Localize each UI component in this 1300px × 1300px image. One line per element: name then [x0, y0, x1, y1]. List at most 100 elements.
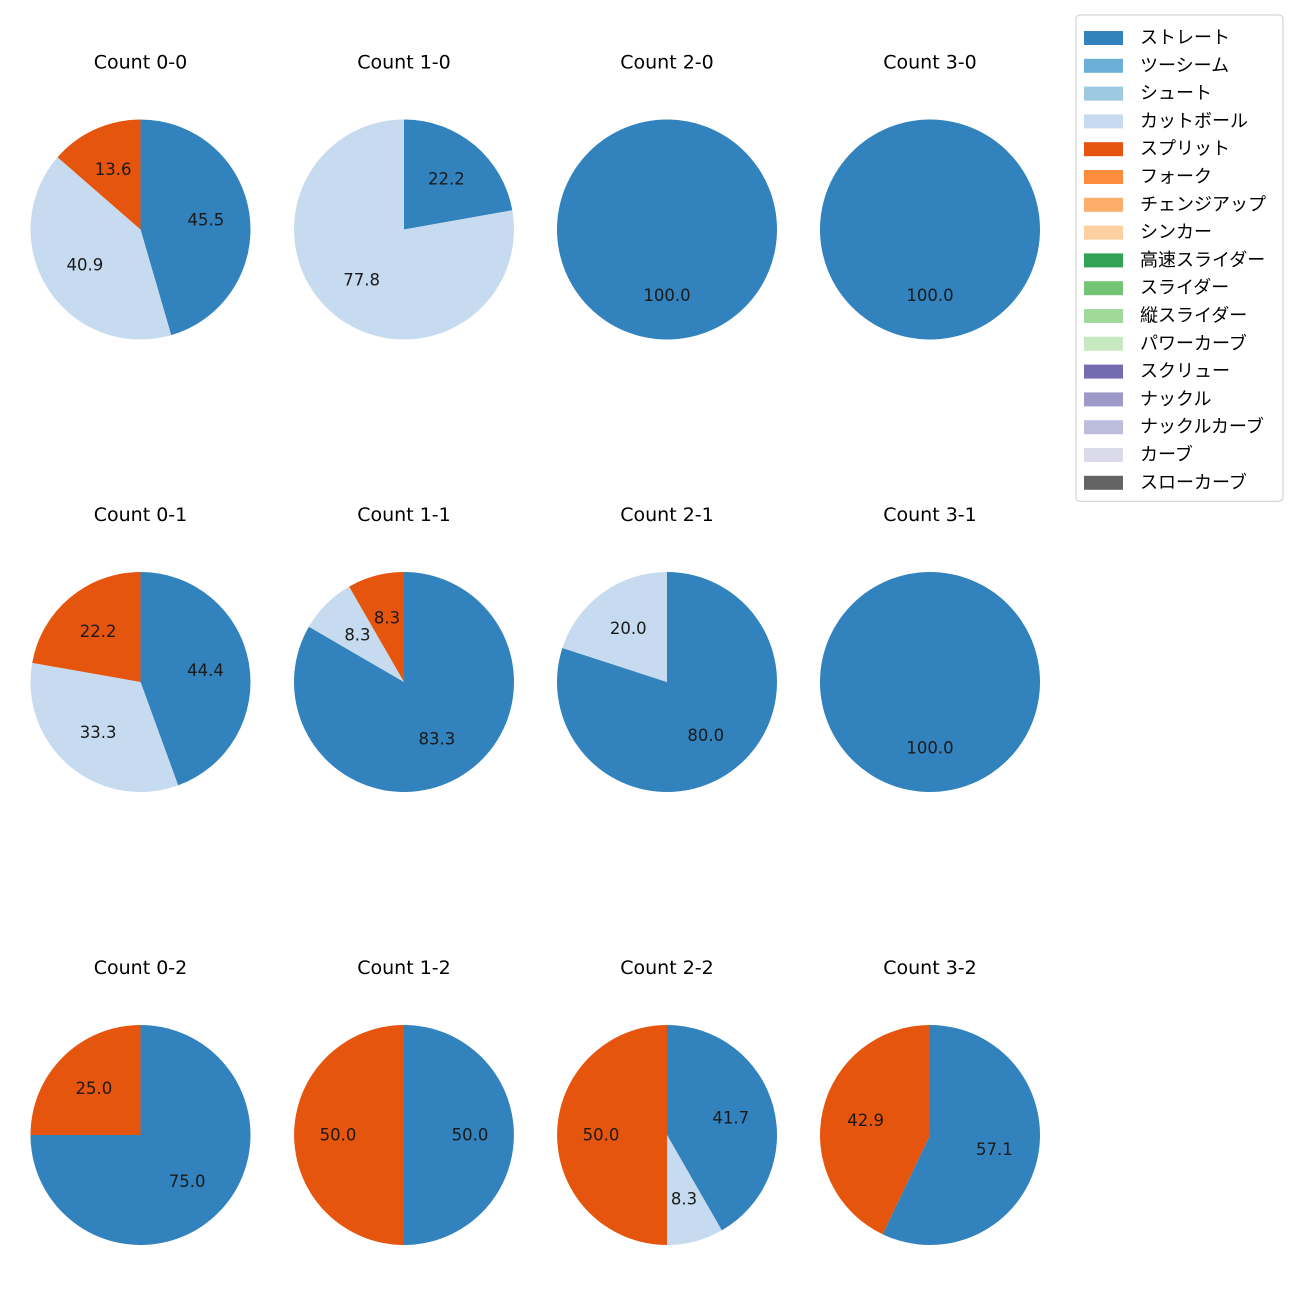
pie-title: Count 1-1	[357, 504, 451, 526]
pie-count-2-0: Count 2-0 100.0	[557, 52, 777, 340]
pie-title: Count 0-2	[94, 957, 188, 979]
pie-slice-count-3-2-2	[820, 1025, 930, 1235]
pie-slice-count-0-0-3	[57, 119, 141, 230]
legend-swatch	[1084, 86, 1123, 101]
pie-slice-label: 8.3	[374, 609, 400, 628]
pie-slice-count-2-2-1	[667, 1025, 778, 1231]
pie-slice-label: 100.0	[906, 739, 953, 758]
pie-slice-label: 42.9	[847, 1111, 884, 1130]
pie-slice-label: 8.3	[671, 1189, 697, 1208]
pie-count-2-1: Count 2-1 80.0 20.0	[556, 504, 777, 792]
pie-slice-label: 45.5	[187, 211, 224, 230]
legend-item: スライダー	[1084, 278, 1229, 299]
pie-slice-label: 57.1	[976, 1140, 1013, 1159]
legend-item: ストレート	[1084, 28, 1230, 49]
legend: ストレートツーシームシュートカットボールスプリットフォークチェンジアップシンカー…	[1075, 14, 1284, 502]
pie-slice-count-1-2-2	[294, 1025, 404, 1245]
pie-slice-count-1-1-1	[293, 572, 514, 793]
pie-count-3-0: Count 3-0 100.0	[820, 52, 1040, 340]
pie-count-0-1: Count 0-1 44.4 33.3 22.2	[30, 504, 251, 793]
legend-label: スライダー	[1140, 278, 1229, 299]
pie-slice-label: 80.0	[687, 726, 724, 745]
legend-label: スクリュー	[1140, 361, 1230, 382]
legend-swatch	[1084, 448, 1123, 462]
pie-slice-count-0-0-2	[30, 157, 172, 340]
legend-item: チェンジアップ	[1084, 194, 1266, 215]
pie-slice-count-1-0-1	[404, 119, 513, 230]
pie-slice-label: 22.2	[80, 622, 117, 641]
pie-title: Count 3-0	[883, 52, 977, 74]
legend-label: シュート	[1140, 83, 1212, 104]
pie-title: Count 2-0	[620, 52, 714, 74]
pie-count-1-2: Count 1-2 50.0 50.0	[294, 957, 514, 1245]
pie-slice-label: 50.0	[320, 1126, 357, 1145]
legend-label: チェンジアップ	[1140, 194, 1266, 215]
legend-item: カーブ	[1084, 444, 1193, 466]
pie-slice-count-2-0-1	[557, 119, 777, 340]
legend-label: スプリット	[1140, 139, 1230, 160]
legend-swatch	[1084, 142, 1123, 157]
pie-slice-count-1-1-2	[308, 586, 404, 682]
legend-item: スプリット	[1084, 139, 1230, 160]
pie-title: Count 0-1	[94, 504, 188, 526]
legend-swatch	[1084, 31, 1123, 45]
pie-count-1-1: Count 1-1 83.3 8.38.3	[293, 504, 514, 793]
legend-item: シュート	[1084, 83, 1212, 104]
pie-slice-label: 25.0	[75, 1079, 112, 1098]
pie-slice-label: 44.4	[187, 661, 224, 680]
pie-title: Count 1-2	[357, 957, 451, 979]
pie-slice-label: 41.7	[712, 1108, 749, 1127]
legend-swatch	[1084, 114, 1123, 129]
pie-title: Count 3-1	[883, 504, 977, 526]
pie-count-2-2: Count 2-2 41.7 8.3 50.0	[557, 957, 778, 1245]
pie-slice-label: 8.3	[344, 626, 370, 645]
pie-slice-label: 40.9	[67, 256, 104, 275]
pie-count-3-2: Count 3-2 57.1 42.9	[820, 957, 1041, 1245]
pie-count-0-2: Count 0-2 75.0 25.0	[30, 957, 251, 1245]
pie-slice-count-2-1-1	[556, 572, 777, 792]
pie-slice-count-0-1-1	[140, 572, 251, 786]
pie-slice-count-3-0-1	[820, 119, 1040, 340]
legend-swatch	[1084, 281, 1123, 296]
legend-swatch	[1084, 253, 1123, 268]
pie-slice-count-2-2-2	[667, 1135, 722, 1245]
legend-item: ナックル	[1084, 389, 1211, 410]
legend-item: シンカー	[1084, 222, 1212, 243]
legend-item: スローカーブ	[1084, 471, 1247, 493]
legend-item: スクリュー	[1084, 361, 1230, 382]
legend-item: ツーシーム	[1084, 55, 1229, 76]
pie-count-3-1: Count 3-1 100.0	[820, 504, 1040, 792]
legend-label: 高速スライダー	[1140, 250, 1265, 271]
pie-slice-count-1-2-1	[404, 1025, 514, 1245]
legend-item: フォーク	[1084, 167, 1212, 188]
legend-label: ストレート	[1140, 28, 1230, 49]
legend-label: ナックルカーブ	[1140, 416, 1264, 438]
pie-title: Count 3-2	[883, 957, 977, 979]
legend-swatch	[1084, 475, 1123, 490]
pie-slice-label: 77.8	[343, 271, 380, 290]
pie-title: Count 2-2	[620, 957, 714, 979]
legend-swatch	[1084, 170, 1123, 184]
pie-slice-label: 13.6	[95, 160, 132, 179]
pie-slice-count-2-2-3	[557, 1025, 667, 1245]
pie-slice-label: 33.3	[80, 723, 117, 742]
legend-item: 縦スライダー	[1084, 306, 1247, 327]
legend-swatch	[1084, 58, 1123, 73]
pie-slice-count-0-1-3	[32, 572, 141, 682]
legend-swatch	[1084, 364, 1123, 379]
pie-slice-label: 50.0	[452, 1126, 489, 1145]
legend-label: カーブ	[1140, 444, 1193, 466]
legend-label: スローカーブ	[1140, 471, 1247, 493]
pie-title: Count 1-0	[357, 52, 451, 74]
legend-swatch	[1084, 309, 1123, 323]
pie-slice-label: 22.2	[428, 169, 465, 188]
pie-slice-count-2-1-2	[562, 572, 667, 682]
pie-slice-label: 20.0	[610, 619, 647, 638]
legend-label: ナックル	[1140, 389, 1211, 410]
pie-slice-count-0-1-2	[30, 662, 179, 793]
legend-item: 高速スライダー	[1084, 250, 1265, 271]
legend-swatch	[1084, 225, 1123, 240]
pie-slice-count-0-0-1	[140, 119, 251, 336]
